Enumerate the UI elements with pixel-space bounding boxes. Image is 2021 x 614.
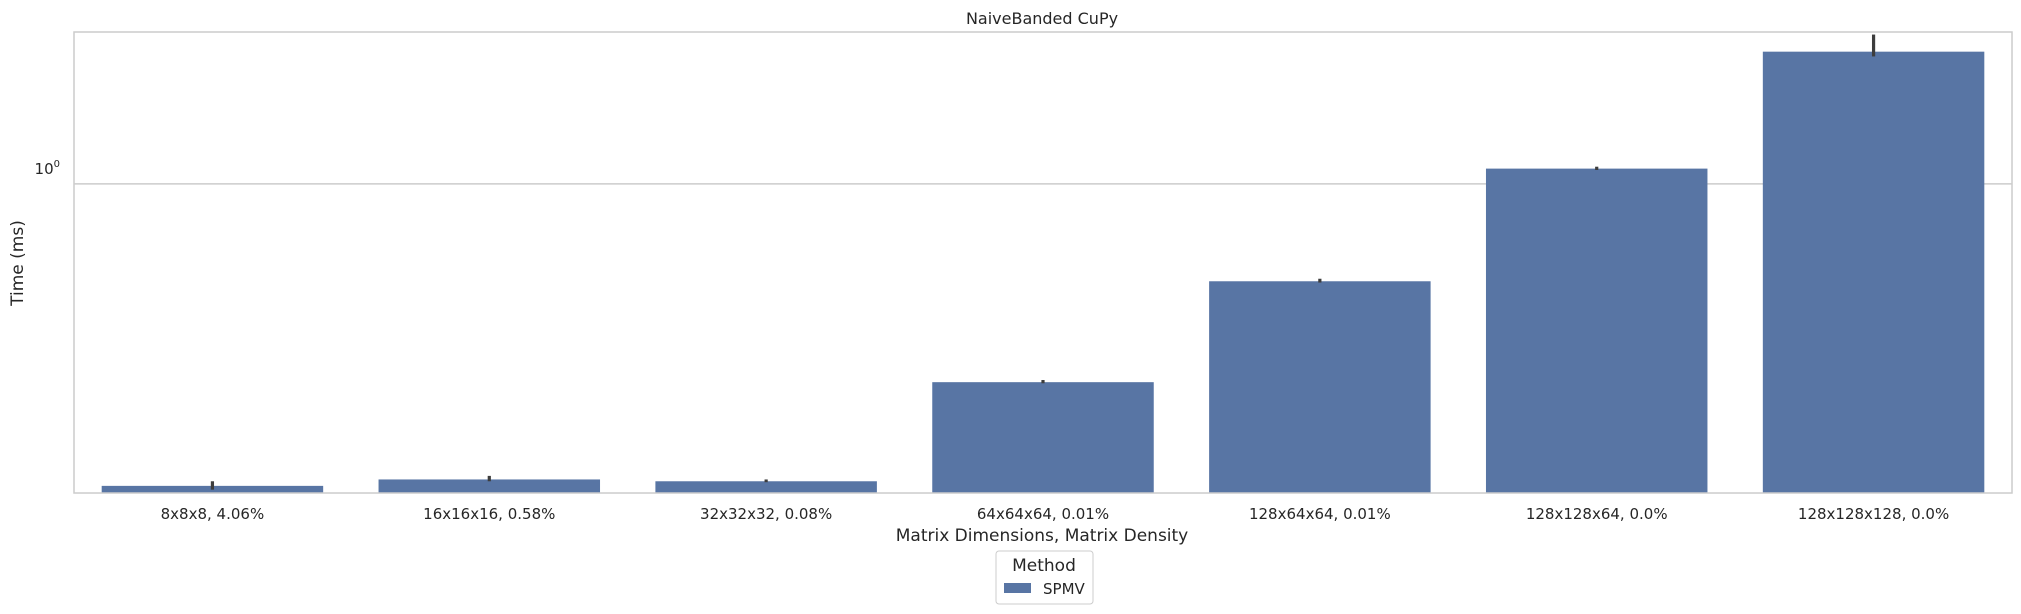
x-axis-label: Matrix Dimensions, Matrix Density [896,526,1189,546]
x-tick-label: 128x64x64, 0.01% [1249,505,1391,523]
x-tick-label: 64x64x64, 0.01% [977,505,1109,523]
legend-title: Method [1012,556,1076,576]
bar [1485,168,1708,494]
bar [378,479,601,493]
bar [1762,51,1985,494]
bar [932,382,1154,493]
x-tick-label: 128x128x128, 0.0% [1798,505,1949,523]
error-bars [210,34,1876,490]
x-tick-label: 8x8x8, 4.06% [161,505,265,523]
bar [655,481,877,493]
y-tick-label: 100 [35,159,60,178]
bar [1209,281,1431,493]
x-tick-labels: 8x8x8, 4.06% 16x16x16, 0.58% 32x32x32, 0.0… [161,505,1950,523]
plot-frame [73,31,2013,494]
x-tick-label: 128x128x64, 0.0% [1526,505,1668,523]
x-tick-label: 32x32x32, 0.08% [700,505,832,523]
svg-text:100: 100 [35,159,60,178]
x-tick-label: 16x16x16, 0.58% [423,505,555,523]
legend: Method SPMV [995,550,1094,605]
y-axis-label: Time (ms) [8,220,28,307]
legend-swatch [1004,583,1031,593]
bars [101,51,1985,494]
chart-title: NaiveBanded CuPy [966,9,1118,28]
legend-label: SPMV [1043,580,1086,598]
